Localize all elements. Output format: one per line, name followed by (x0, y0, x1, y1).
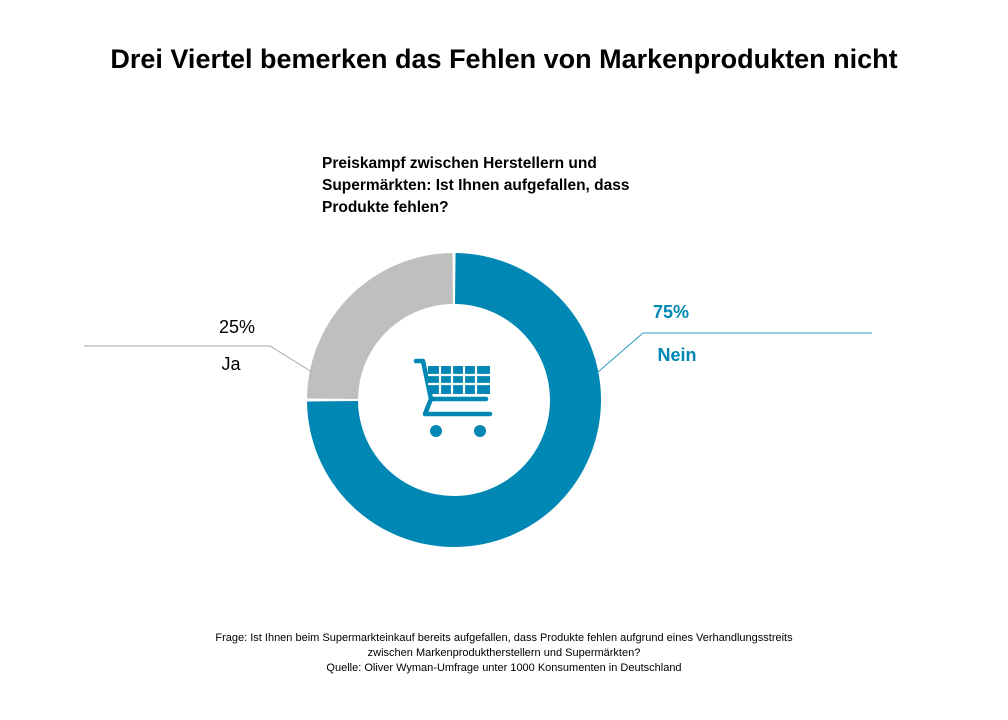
slice-value-label-ja: 25% (219, 317, 255, 337)
slice-name-label-nein: Nein (657, 345, 696, 365)
footer-source: Quelle: Oliver Wyman-Umfrage unter 1000 … (326, 662, 682, 674)
donut-slices (307, 253, 601, 548)
chart-title: Drei Viertel bemerken das Fehlen von Mar… (110, 44, 898, 74)
chart-subtitle: Preiskampf zwischen Herstellern und Supe… (322, 155, 630, 216)
donut-slice-ja (307, 253, 453, 399)
footer-question-line-1: Frage: Ist Ihnen beim Supermarkteinkauf … (215, 632, 793, 644)
leader-line-nein (597, 332, 872, 373)
donut-slice-nein (307, 253, 601, 548)
shopping-cart-icon (413, 358, 493, 437)
slice-name-label-ja: Ja (221, 354, 241, 374)
slice-value-label-nein: 75% (653, 302, 689, 322)
footer-note: Frage: Ist Ihnen beim Supermarkteinkauf … (0, 631, 1008, 676)
footer-question-line-2: zwischen Markenproduktherstellern und Su… (367, 647, 641, 659)
leader-line-ja (84, 345, 313, 373)
